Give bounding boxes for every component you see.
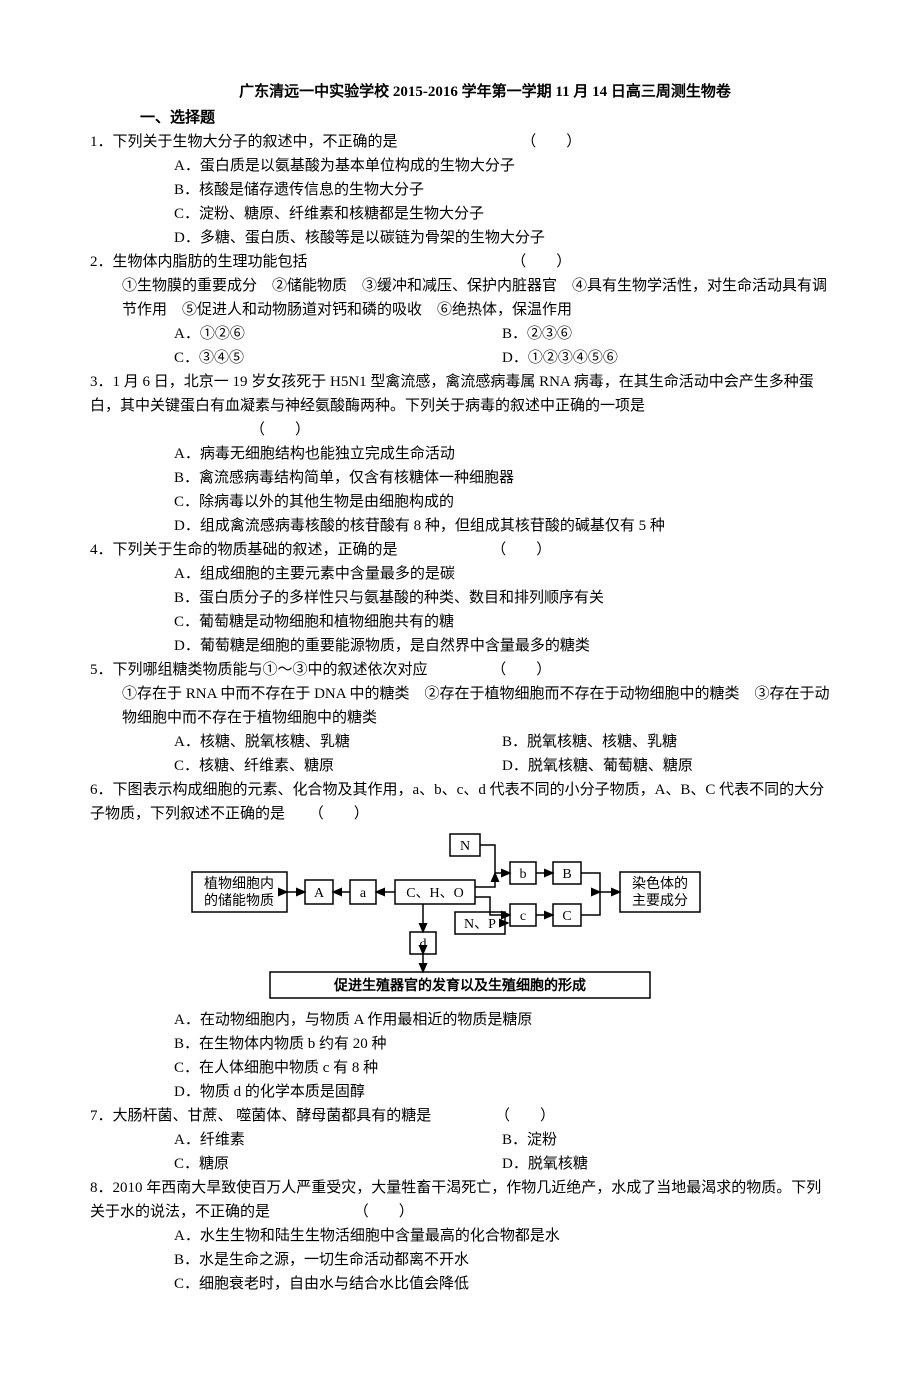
q8-opt-a: A．水生生物和陆生生物活细胞中含量最高的化合物都是水 [174,1224,830,1248]
section-header: 一、选择题 [140,106,830,130]
question-1: 1．下列关于生物大分子的叙述中，不正确的是 （ ） [90,130,830,154]
svg-text:的储能物质: 的储能物质 [204,893,274,909]
q3-blank: （ ） [250,422,310,438]
question-3: 3．1 月 6 日，北京一 19 岁女孩死于 H5N1 型禽流感，禽流感病毒属 … [90,370,830,442]
q5-opt-b: B．脱氧核糖、核糖、乳糖 [502,730,830,754]
q4-blank: （ ） [491,542,551,558]
svg-text:B: B [562,867,571,882]
q6-opt-a: A．在动物细胞内，与物质 A 作用最相近的物质是糖原 [174,1008,830,1032]
q5-row-2: C．核糖、纤维素、糖原 D．脱氧核糖、葡萄糖、糖原 [90,754,830,778]
q6-opt-c: C．在人体细胞中物质 c 有 8 种 [174,1056,830,1080]
q1-stem: 1．下列关于生物大分子的叙述中，不正确的是 [90,134,398,150]
q2-opt-c: C．③④⑤ [174,346,502,370]
q7-row-2: C．糖原 D．脱氧核糖 [90,1152,830,1176]
q7-opt-b: B．淀粉 [502,1128,830,1152]
q4-opt-d: D．葡萄糖是细胞的重要能源物质，是自然界中含量最多的糖类 [174,634,830,658]
q7-stem: 7．大肠杆菌、甘蔗、 噬菌体、酵母菌都具有的糖是 [90,1108,431,1124]
q2-opt-b: B．②③⑥ [502,322,830,346]
q3-stem: 3．1 月 6 日，北京一 19 岁女孩死于 H5N1 型禽流感，禽流感病毒属 … [90,374,814,414]
question-5: 5．下列哪组糖类物质能与①～③中的叙述依次对应 （ ） [90,658,830,682]
svg-text:d: d [420,937,427,952]
q8-stem: 8．2010 年西南大旱致使百万人严重受灾，大量牲畜干渴死亡，作物几近绝产，水成… [90,1180,821,1220]
q7-opt-d: D．脱氧核糖 [502,1152,830,1176]
question-6: 6．下图表示构成细胞的元素、化合物及其作用，a、b、c、d 代表不同的小分子物质… [90,778,830,826]
q6-opt-b: B．在生物体内物质 b 约有 20 种 [174,1032,830,1056]
q3-opt-b: B．禽流感病毒结构简单，仅含有核糖体一种细胞器 [174,466,830,490]
q5-opt-a: A．核糖、脱氧核糖、乳糖 [174,730,502,754]
q2-blank: （ ） [511,254,571,270]
exam-title: 广东清远一中实验学校 2015-2016 学年第一学期 11 月 14 日高三周… [140,80,830,104]
question-2: 2．生物体内脂肪的生理功能包括 （ ） [90,250,830,274]
q5-opt-d: D．脱氧核糖、葡萄糖、糖原 [502,754,830,778]
q8-opt-c: C．细胞衰老时，自由水与结合水比值会降低 [174,1272,830,1296]
q1-opt-a: A．蛋白质是以氨基酸为基本单位构成的生物大分子 [174,154,830,178]
svg-text:a: a [360,886,367,901]
q2-row-2: C．③④⑤ D．①②③④⑤⑥ [90,346,830,370]
q5-row-1: A．核糖、脱氧核糖、乳糖 B．脱氧核糖、核糖、乳糖 [90,730,830,754]
svg-text:植物细胞内: 植物细胞内 [204,876,274,892]
svg-text:染色体的: 染色体的 [632,875,688,892]
q6-blank: （ ） [309,806,369,822]
q4-opt-a: A．组成细胞的主要元素中含量最多的是碳 [174,562,830,586]
svg-text:主要成分: 主要成分 [632,893,688,909]
q7-row-1: A．纤维素 B．淀粉 [90,1128,830,1152]
svg-text:b: b [520,867,527,882]
q3-opt-c: C．除病毒以外的其他生物是由细胞构成的 [174,490,830,514]
q6-stem: 6．下图表示构成细胞的元素、化合物及其作用，a、b、c、d 代表不同的小分子物质… [90,782,824,822]
question-7: 7．大肠杆菌、甘蔗、 噬菌体、酵母菌都具有的糖是 （ ） [90,1104,830,1128]
q5-opt-c: C．核糖、纤维素、糖原 [174,754,502,778]
q5-sub: ①存在于 RNA 中而不存在于 DNA 中的糖类 ②存在于植物细胞而不存在于动物… [122,682,830,730]
q7-opt-c: C．糖原 [174,1152,502,1176]
svg-text:C、H、O: C、H、O [406,886,464,901]
q7-blank: （ ） [495,1108,555,1124]
q5-stem: 5．下列哪组糖类物质能与①～③中的叙述依次对应 [90,662,428,678]
q4-opt-c: C．葡萄糖是动物细胞和植物细胞共有的糖 [174,610,830,634]
q6-opt-d: D．物质 d 的化学本质是固醇 [174,1080,830,1104]
q1-blank: （ ） [521,134,581,150]
q4-stem: 4．下列关于生命的物质基础的叙述，正确的是 [90,542,398,558]
q5-blank: （ ） [491,662,551,678]
q2-sub: ①生物膜的重要成分 ②储能物质 ③缓冲和减压、保护内脏器官 ④具有生物学活性，对… [122,274,830,322]
svg-text:A: A [314,886,325,901]
svg-text:c: c [520,909,526,924]
q3-opt-a: A．病毒无细胞结构也能独立完成生命活动 [174,442,830,466]
svg-text:C: C [562,909,571,924]
q1-opt-c: C．淀粉、糖原、纤维素和核糖都是生物大分子 [174,202,830,226]
q2-opt-a: A．①②⑥ [174,322,502,346]
q6-diagram: N 植物细胞内 的储能物质 A a C、H、O b B c C N、P 染色体的… [190,832,730,1002]
q2-stem: 2．生物体内脂肪的生理功能包括 [90,254,308,270]
question-8: 8．2010 年西南大旱致使百万人严重受灾，大量牲畜干渴死亡，作物几近绝产，水成… [90,1176,830,1224]
q1-opt-d: D．多糖、蛋白质、核酸等是以碳链为骨架的生物大分子 [174,226,830,250]
q8-opt-b: B．水是生命之源，一切生命活动都离不开水 [174,1248,830,1272]
question-4: 4．下列关于生命的物质基础的叙述，正确的是 （ ） [90,538,830,562]
svg-text:N、P: N、P [464,917,496,932]
q8-blank: （ ） [354,1204,414,1220]
q2-row-1: A．①②⑥ B．②③⑥ [90,322,830,346]
q1-opt-b: B．核酸是储存遗传信息的生物大分子 [174,178,830,202]
svg-text:促进生殖器官的发育以及生殖细胞的形成: 促进生殖器官的发育以及生殖细胞的形成 [333,977,586,994]
q2-opt-d: D．①②③④⑤⑥ [502,346,830,370]
q3-opt-d: D．组成禽流感病毒核酸的核苷酸有 8 种，但组成其核苷酸的碱基仅有 5 种 [174,514,830,538]
q7-opt-a: A．纤维素 [174,1128,502,1152]
svg-text:N: N [460,839,470,854]
q4-opt-b: B．蛋白质分子的多样性只与氨基酸的种类、数目和排列顺序有关 [174,586,830,610]
